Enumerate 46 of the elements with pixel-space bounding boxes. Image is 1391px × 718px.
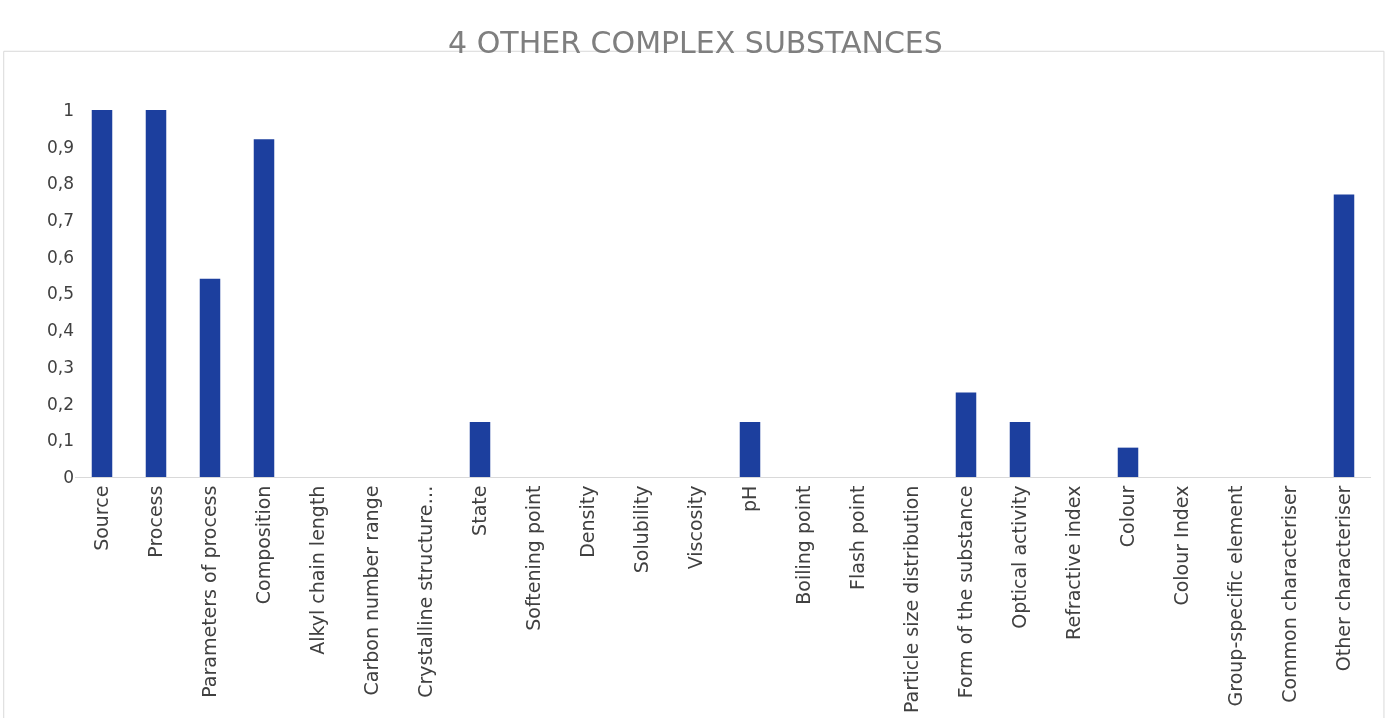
x-tick-label: Boiling point <box>792 485 815 605</box>
y-tick-label: 0,2 <box>46 393 74 414</box>
bar <box>145 110 167 477</box>
y-tick-label: 1 <box>63 99 74 120</box>
y-tick-label: 0,7 <box>46 210 74 231</box>
x-tick-label: Solubility <box>630 485 653 574</box>
bar <box>1333 194 1355 477</box>
x-tick-label: Flash point <box>846 485 869 590</box>
x-tick-label: Refractive index <box>1062 485 1085 640</box>
x-tick-label: Composition <box>252 485 275 605</box>
chart-title: 4 OTHER COMPLEX SUBSTANCES <box>448 25 943 61</box>
x-tick-label: Crystalline structure… <box>414 485 437 698</box>
x-tick-label: Group-specific element <box>1224 485 1247 707</box>
x-tick-label: Common characteriser <box>1278 485 1301 703</box>
y-tick-label: 0,3 <box>46 356 74 377</box>
y-tick-label: 0,9 <box>46 136 74 157</box>
x-tick-label: State <box>468 485 491 536</box>
x-tick-label: Process <box>144 485 167 558</box>
x-tick-label: Viscosity <box>684 485 707 570</box>
y-tick-label: 0 <box>63 466 74 487</box>
y-tick-label: 0,8 <box>46 173 74 194</box>
x-tick-label: Particle size distribution <box>900 485 923 714</box>
bar <box>199 278 221 477</box>
x-tick-label: Alkyl chain length <box>306 485 329 655</box>
x-tick-label: Source <box>90 485 113 551</box>
x-tick-label: Density <box>576 485 599 558</box>
x-tick-label: Colour <box>1116 485 1139 548</box>
x-tick-label: Form of the substance <box>954 485 977 699</box>
x-tick-label: Carbon number range <box>360 485 383 696</box>
y-tick-label: 0,4 <box>46 320 74 341</box>
bar <box>955 392 977 477</box>
x-tick-label: pH <box>738 485 761 512</box>
bar <box>1009 421 1031 477</box>
x-tick-label: Optical activity <box>1008 485 1031 629</box>
bar <box>253 139 275 477</box>
x-tick-label: Other characteriser <box>1332 485 1355 672</box>
x-tick-label: Parameters of process <box>198 485 221 698</box>
bar <box>1117 447 1139 477</box>
y-tick-label: 0,1 <box>46 430 74 451</box>
y-tick-label: 0,5 <box>46 283 74 304</box>
x-tick-label: Colour Index <box>1170 485 1193 606</box>
bar <box>739 421 761 477</box>
x-tick-label: Softening point <box>522 485 545 631</box>
bar <box>469 421 491 477</box>
bar <box>91 110 113 477</box>
y-tick-label: 0,6 <box>46 246 74 267</box>
